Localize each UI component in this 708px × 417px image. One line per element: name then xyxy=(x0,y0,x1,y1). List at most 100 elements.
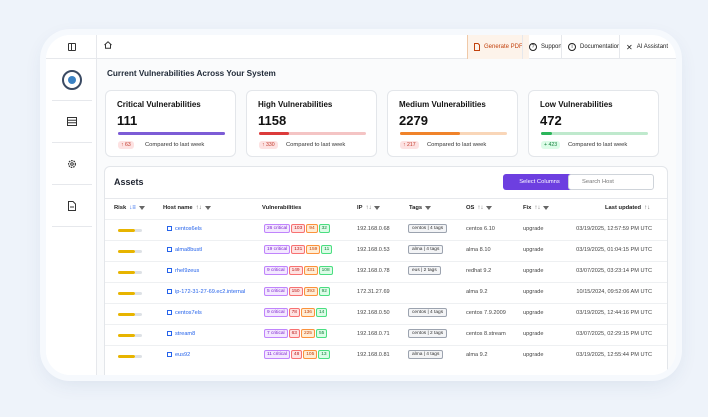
vulnerability-badges: 9 critical 149 431 108 xyxy=(264,266,333,275)
close-icon: ✕ xyxy=(626,42,633,52)
ip-address: 192.168.0.50 xyxy=(357,310,390,316)
column-last-updated[interactable]: Last updated ↑↓ xyxy=(605,205,650,211)
sort-icon[interactable]: ↑↓ xyxy=(195,205,202,211)
ai-assistant-button[interactable]: ✕ AI Assistant xyxy=(619,35,674,59)
host-name: ip-172-31-27-69.ec2.internal xyxy=(175,289,246,295)
last-updated: 03/19/2025, 01:04:15 PM UTC xyxy=(576,247,652,253)
card-title: High Vulnerabilities xyxy=(258,100,333,109)
column-label: Tags xyxy=(409,205,423,211)
app-window: Generate PDF ? Support i Documentation ✕… xyxy=(46,35,676,375)
search-input[interactable] xyxy=(568,174,654,190)
host-link[interactable]: ip-172-31-27-69.ec2.internal xyxy=(167,289,245,295)
column-label: Vulnerabilities xyxy=(262,205,302,211)
last-updated: 03/19/2025, 12:44:16 PM UTC xyxy=(576,310,652,316)
high-card: High Vulnerabilities 1158 ↑ 330 Compared… xyxy=(246,90,377,157)
host-link[interactable]: centos6els xyxy=(167,226,202,232)
host-name: centos6els xyxy=(175,226,202,232)
filter-icon[interactable] xyxy=(425,206,432,210)
filter-icon[interactable] xyxy=(374,206,381,210)
ip-address: 172.31.27.69 xyxy=(357,289,390,295)
host-link[interactable]: centos7els xyxy=(167,310,202,316)
card-compare-text: Compared to last week xyxy=(286,142,346,148)
low-card: Low Vulnerabilities 472 + 423 Compared t… xyxy=(528,90,659,157)
critical-badge: 19 critical xyxy=(264,245,291,254)
home-icon[interactable] xyxy=(104,41,112,49)
high-badge: 63 xyxy=(288,329,300,338)
sort-icon[interactable]: ↑↓ xyxy=(365,205,372,211)
column-risk[interactable]: Risk ↓≡ xyxy=(114,205,145,211)
column-vulnerabilities[interactable]: Vulnerabilities xyxy=(262,205,301,211)
card-count: 472 xyxy=(540,113,562,128)
column-host[interactable]: Host name ↑↓ xyxy=(163,205,211,211)
critical-badge: 7 critical xyxy=(264,329,288,338)
fix-text: upgrade xyxy=(523,247,544,253)
page-title: Current Vulnerabilities Across Your Syst… xyxy=(107,69,276,78)
table-row[interactable]: alma8bustl 19 critical 131 159 11 192.168.0.5… xyxy=(105,240,667,261)
table-row[interactable]: stream8 7 critical 63 225 55 192.168.0.71 cent… xyxy=(105,324,667,345)
tags-chip[interactable]: centos | 2 tags xyxy=(408,329,448,338)
table-row[interactable]: centos6els 26 critical 103 94 32 192.168.0.68… xyxy=(105,219,667,240)
sort-icon[interactable]: ↑↓ xyxy=(534,205,541,211)
external-link-icon xyxy=(167,289,172,294)
critical-badge: 9 critical xyxy=(264,266,288,275)
host-link[interactable]: rhel9zeus xyxy=(167,268,199,274)
sidebar-logo[interactable] xyxy=(52,59,92,101)
medium-badge: 431 xyxy=(303,266,318,275)
help-icon: ? xyxy=(529,43,537,51)
host-link[interactable]: eus92 xyxy=(167,352,190,358)
file-icon xyxy=(68,200,76,211)
os-name: alma 9.2 xyxy=(466,352,488,358)
generate-pdf-button[interactable]: Generate PDF xyxy=(467,35,529,59)
table-row[interactable]: eus92 11 critical 48 105 13 192.168.0.81 alma … xyxy=(105,345,667,366)
table-row[interactable]: ip-172-31-27-69.ec2.internal 5 critical 15… xyxy=(105,282,667,303)
tags-chip[interactable]: alma | 4 tags xyxy=(408,350,444,359)
tags-chip[interactable]: centos | 4 tags xyxy=(408,224,448,233)
filter-icon[interactable] xyxy=(138,206,145,210)
card-count: 1158 xyxy=(258,113,287,128)
risk-bar xyxy=(118,334,142,337)
os-name: centos 7.9.2009 xyxy=(466,310,506,316)
table-row[interactable]: centos7els 9 critical 78 136 14 192.168.0.50 c… xyxy=(105,303,667,324)
host-link[interactable]: stream8 xyxy=(167,331,195,337)
column-fix[interactable]: Fix ↑↓ xyxy=(523,205,550,211)
host-name: stream8 xyxy=(175,331,196,337)
column-tags[interactable]: Tags xyxy=(409,205,432,211)
sidebar-item-reports[interactable] xyxy=(52,185,92,227)
table-row[interactable]: rhel9zeus 9 critical 149 431 108 192.168.0.78… xyxy=(105,261,667,282)
select-columns-button[interactable]: Select Columns xyxy=(503,174,576,190)
low-badge: 32 xyxy=(318,224,330,233)
critical-badge: 11 critical xyxy=(264,350,290,359)
filter-icon[interactable] xyxy=(543,206,550,210)
medium-badge: 105 xyxy=(303,350,318,359)
column-os[interactable]: OS ↑↓ xyxy=(466,205,493,211)
tags-chip[interactable]: centos | 4 tags xyxy=(408,308,448,317)
sidebar-toggle-icon xyxy=(67,42,76,51)
sort-icon[interactable]: ↑↓ xyxy=(477,205,484,211)
sidebar-item-assets[interactable] xyxy=(52,101,92,143)
card-progress xyxy=(118,132,225,135)
card-progress xyxy=(259,132,366,135)
documentation-button[interactable]: i Documentation xyxy=(561,35,626,59)
sort-icon[interactable]: ↓≡ xyxy=(129,205,136,211)
filter-icon[interactable] xyxy=(204,206,211,210)
filter-icon[interactable] xyxy=(486,206,493,210)
sort-icon[interactable]: ↑↓ xyxy=(644,205,651,211)
card-progress xyxy=(541,132,648,135)
column-ip[interactable]: IP ↑↓ xyxy=(357,205,381,211)
host-link[interactable]: alma8bustl xyxy=(167,247,202,253)
os-name: centos 6.10 xyxy=(466,226,495,232)
critical-card: Critical Vulnerabilities 111 ↑ 63 Compar… xyxy=(105,90,236,157)
tags-chip[interactable]: alma | 4 tags xyxy=(408,245,444,254)
card-count: 111 xyxy=(117,113,138,128)
external-link-icon xyxy=(167,247,172,252)
card-compare-text: Compared to last week xyxy=(427,142,487,148)
last-updated: 03/19/2025, 12:55:44 PM UTC xyxy=(576,352,652,358)
sidebar-item-settings[interactable] xyxy=(52,143,92,185)
medium-badge: 393 xyxy=(303,287,318,296)
sidebar-toggle-button[interactable] xyxy=(46,35,97,59)
support-button[interactable]: ? Support xyxy=(522,35,568,59)
vulnerability-badges: 5 critical 150 393 92 xyxy=(264,287,330,296)
os-name: alma 8.10 xyxy=(466,247,491,253)
tags-chip[interactable]: eus | 2 tags xyxy=(408,266,441,275)
medium-badge: 225 xyxy=(300,329,315,338)
